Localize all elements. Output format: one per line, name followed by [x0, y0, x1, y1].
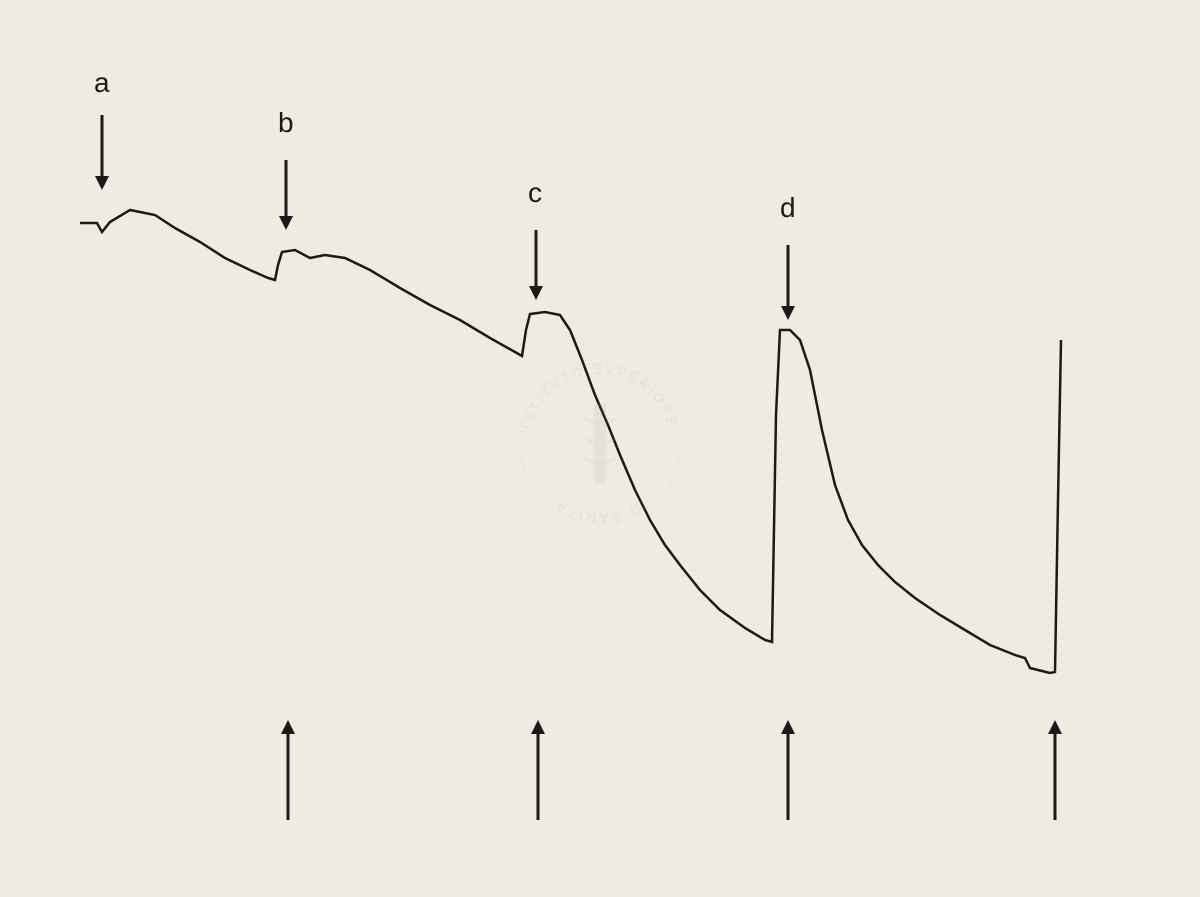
marker-label-d: d	[780, 192, 796, 224]
arrows-group	[95, 115, 1062, 820]
trace-svg	[0, 0, 1200, 892]
marker-label-b: b	[278, 107, 294, 139]
chart-container: ISTITVTO SVPERIORE DI SANITÀ abcd	[0, 0, 1200, 892]
marker-label-a: a	[94, 67, 110, 99]
marker-label-c: c	[528, 177, 542, 209]
physiological-trace	[80, 210, 1061, 673]
